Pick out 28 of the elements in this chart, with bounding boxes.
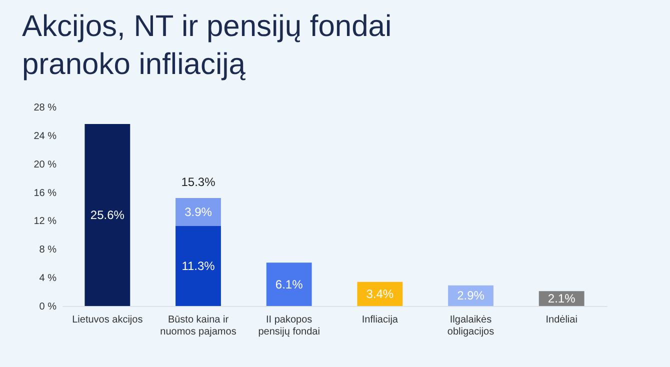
y-tick-label: 24 %	[34, 130, 57, 142]
data-label: 6.1%	[275, 277, 304, 292]
data-label: 2.1%	[548, 292, 576, 306]
bar	[84, 124, 130, 306]
x-tick-label: Indėliai	[546, 314, 578, 326]
x-tick-label: Lietuvos akcijos	[72, 314, 143, 326]
y-tick-label: 16 %	[34, 188, 57, 199]
x-tick-label: Ilgalaikės obligacijos	[447, 314, 494, 338]
y-tick-label: 28 %	[34, 102, 57, 114]
y-tick-label: 4 %	[39, 273, 57, 284]
bar	[357, 282, 403, 306]
data-label: 2.9%	[457, 288, 485, 303]
x-tick-label: Infliacija	[362, 314, 398, 326]
data-label: 3.9%	[184, 204, 212, 219]
bar	[266, 262, 312, 306]
data-label: 11.3%	[182, 258, 216, 273]
y-tick-label: 20 %	[34, 159, 57, 170]
bar	[176, 198, 221, 226]
bar	[176, 226, 221, 306]
y-tick-label: 0 %	[39, 302, 57, 312]
data-label: 3.4%	[366, 286, 394, 301]
data-label: 25.6%	[90, 208, 125, 222]
total-label: 15.3%	[181, 174, 216, 189]
y-tick-label: 8 %	[39, 244, 57, 256]
x-tick-label: II pakopos pensijų fondai	[258, 314, 320, 338]
chart-title: Akcijos, NT ir pensijų fondai pranoko infliaciją	[22, 10, 392, 81]
y-tick-label: 12 %	[34, 216, 57, 228]
x-tick-label: Būsto kaina ir nuomos pajamos	[160, 314, 236, 338]
